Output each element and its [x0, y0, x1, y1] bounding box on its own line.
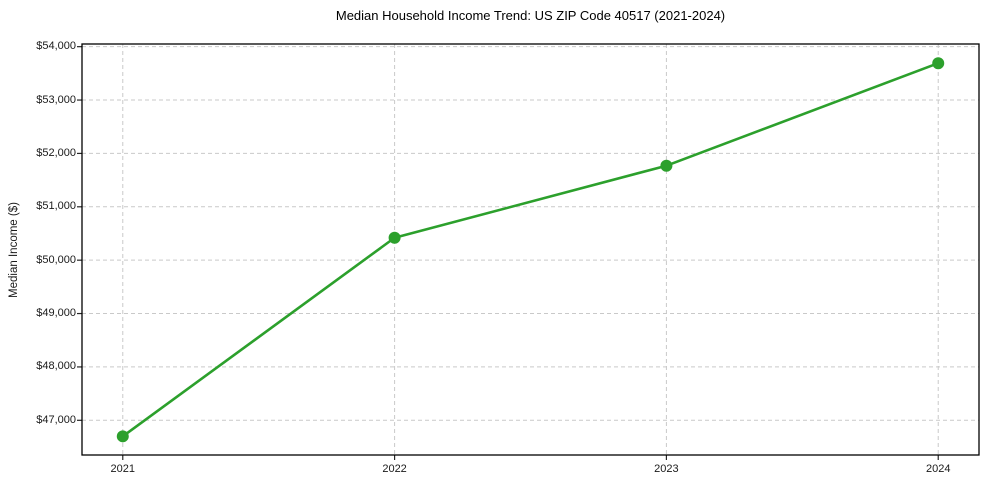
y-tick-label: $47,000	[36, 413, 76, 426]
x-tick-label: 2022	[382, 463, 407, 475]
data-point-2021	[116, 430, 129, 443]
y-tick-label: $51,000	[36, 200, 76, 213]
chart-title: Median Household Income Trend: US ZIP Co…	[335, 8, 726, 23]
y-tick-label: $50,000	[36, 253, 76, 266]
data-point-2023	[660, 159, 673, 172]
y-axis-label: Median Income ($)	[8, 202, 20, 298]
y-tick-label: $52,000	[36, 146, 76, 159]
x-tick-label: 2021	[110, 463, 135, 475]
axes-spines	[81, 43, 980, 456]
income-trend-line	[121, 61, 940, 438]
data-point-2022	[388, 231, 401, 244]
y-tick-label: $54,000	[36, 40, 76, 53]
data-point-2024	[932, 57, 945, 70]
y-tick-label: $53,000	[36, 93, 76, 106]
y-tick-label: $49,000	[36, 307, 76, 320]
x-tick-label: 2024	[925, 463, 951, 475]
y-tick-label: $48,000	[36, 360, 76, 373]
x-tick-label: 2023	[654, 463, 679, 475]
